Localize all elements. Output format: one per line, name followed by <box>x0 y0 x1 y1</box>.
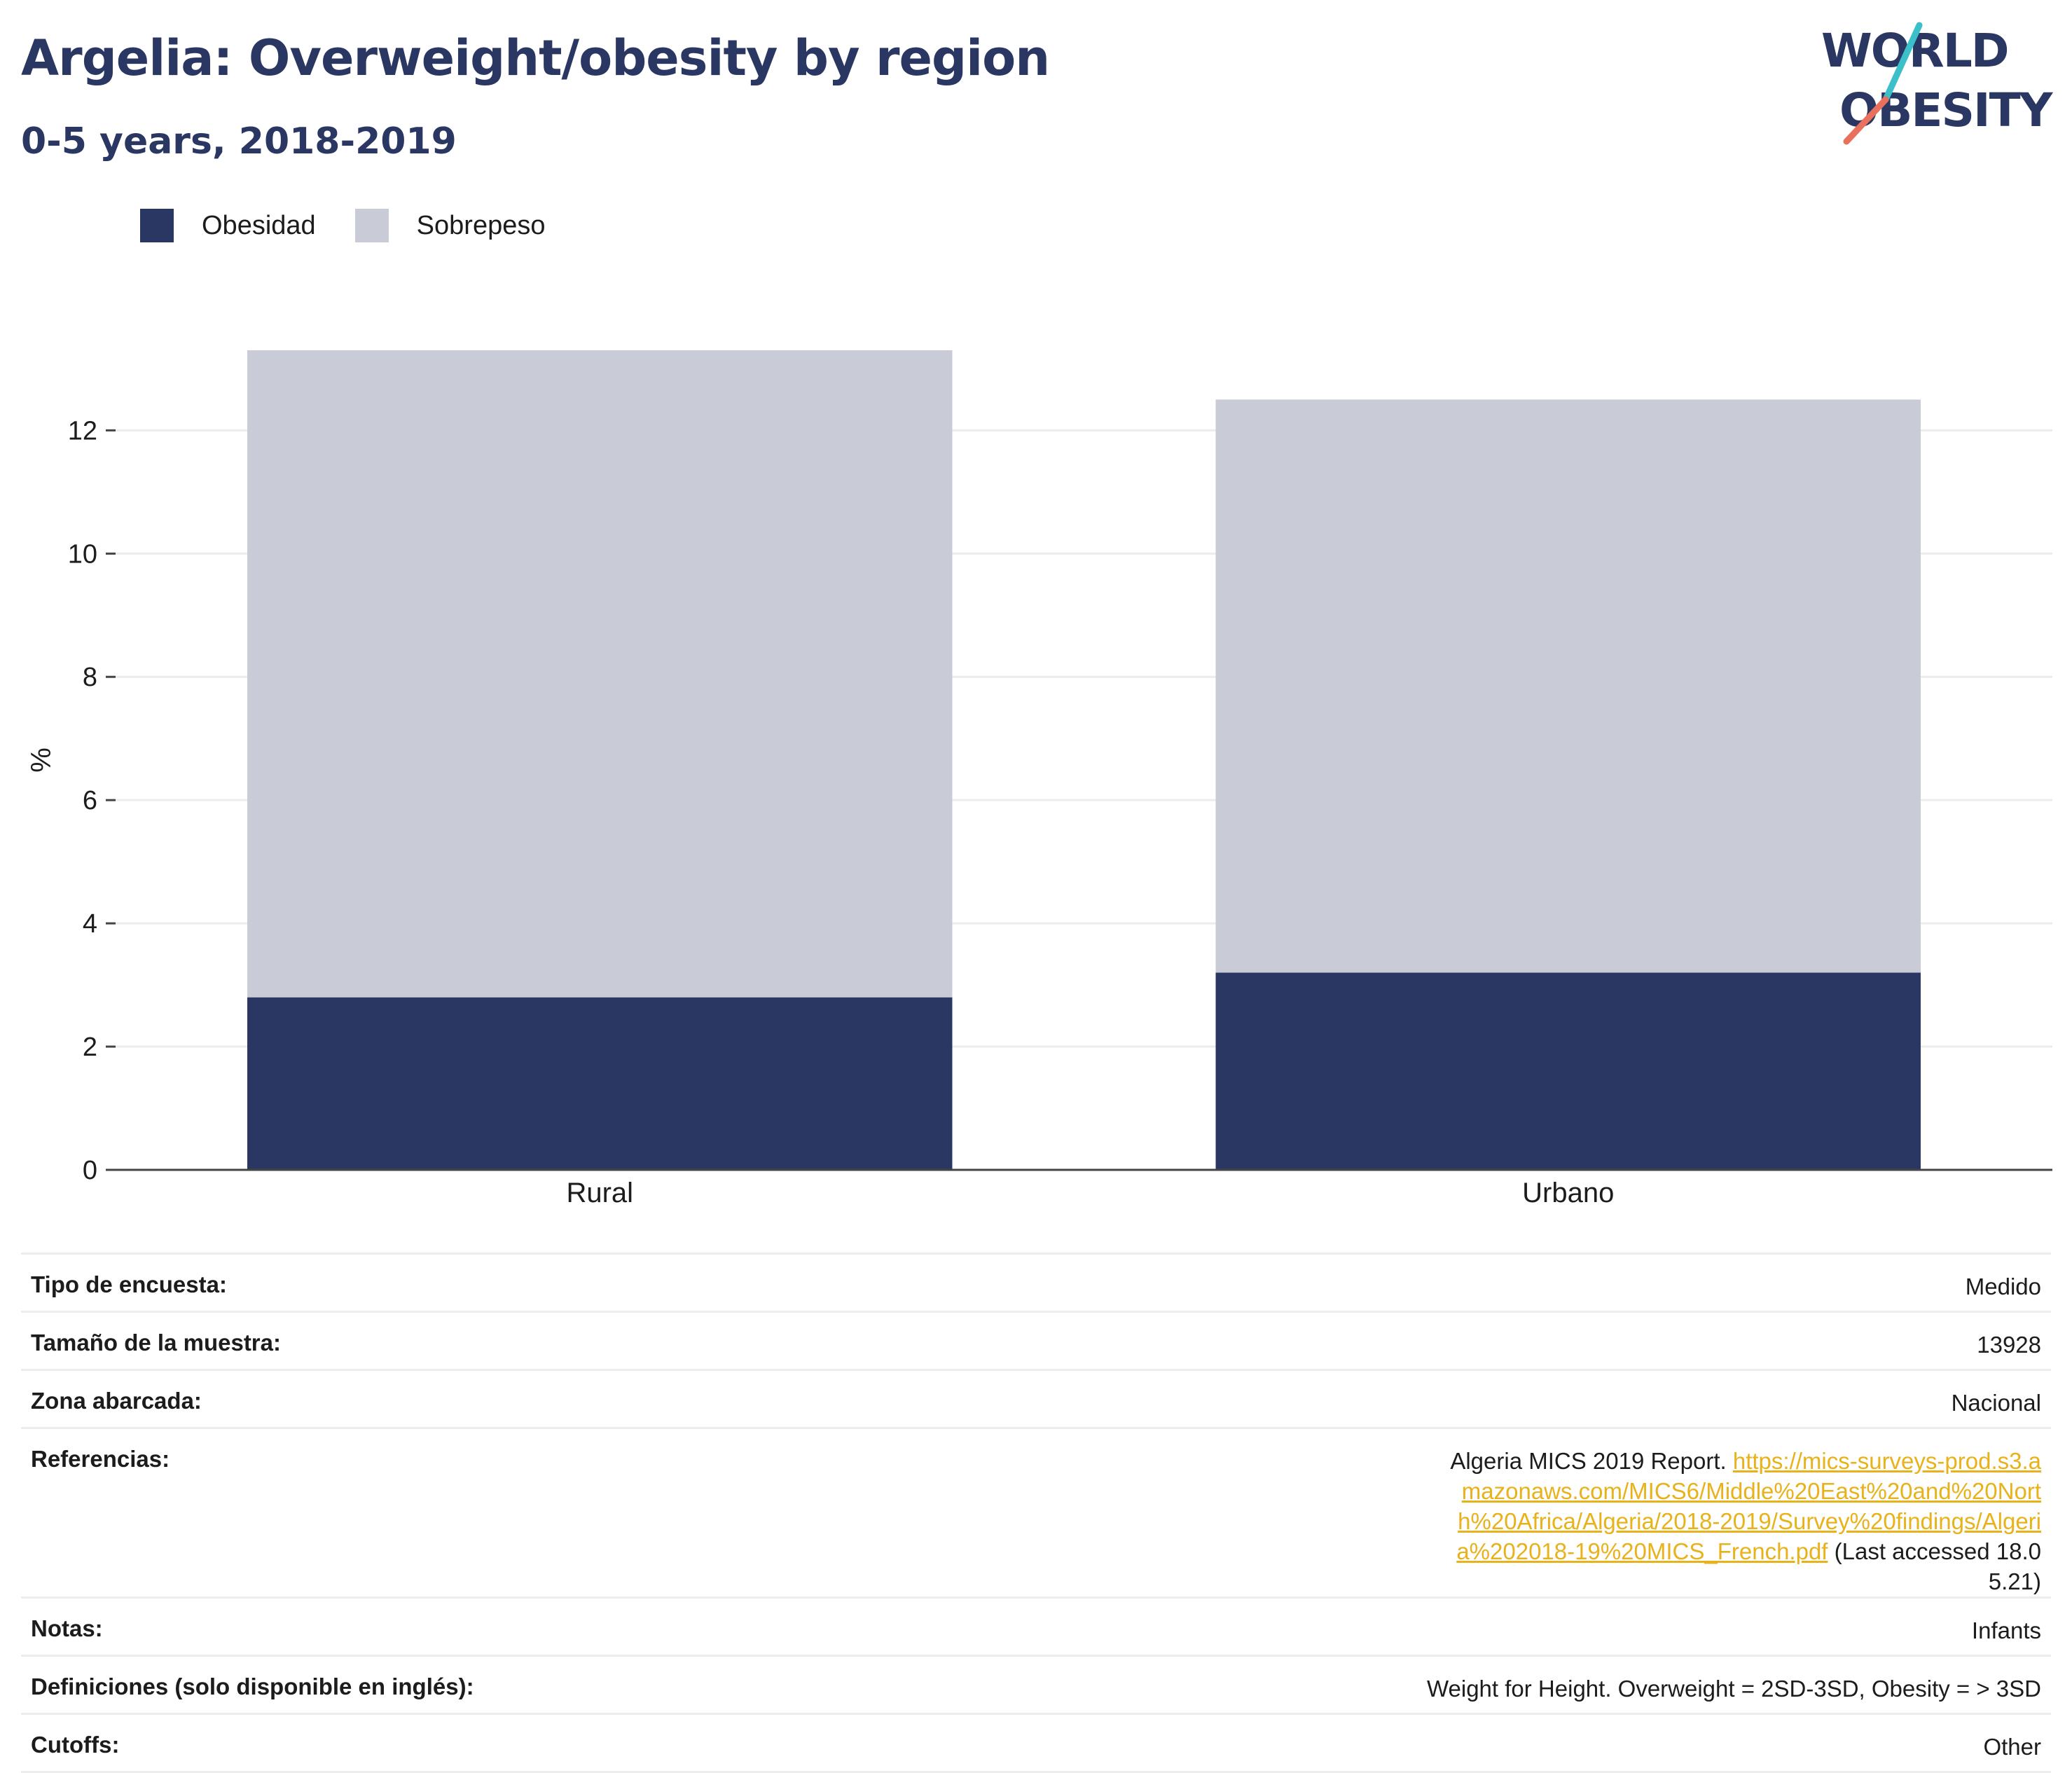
info-value: Other <box>483 1713 2051 1773</box>
page-subtitle: 0-5 years, 2018-2019 <box>21 120 457 163</box>
survey-info-table: Tipo de encuesta: Medido Tamaño de la mu… <box>21 1253 2051 1773</box>
y-axis-label: % <box>26 747 57 773</box>
reference-accessed: (Last accessed 18.05.21) <box>1828 1538 2041 1594</box>
info-value: Nacional <box>483 1369 2051 1428</box>
info-value: Medido <box>483 1253 2051 1312</box>
y-tick-label: 8 <box>83 663 97 692</box>
stacked-bar-chart: 0 2 4 6 8 10 12% Rural Urbano <box>26 350 2052 1208</box>
info-key: Definiciones (solo disponible en inglés)… <box>21 1655 484 1714</box>
y-tick-label: 2 <box>83 1033 97 1062</box>
bar-sobrepeso-urbano[interactable] <box>1215 399 1921 973</box>
info-value: Algeria MICS 2019 Report. https://mics-s… <box>483 1427 2051 1598</box>
y-tick-label: 12 <box>68 416 97 446</box>
info-row-cutoffs: Cutoffs: Other <box>21 1713 2051 1773</box>
bar-obesidad-rural[interactable] <box>247 997 953 1170</box>
y-tick-label: 4 <box>83 909 97 939</box>
info-key: Notas: <box>21 1596 484 1656</box>
info-row-sample-size: Tamaño de la muestra: 13928 <box>21 1311 2051 1370</box>
world-obesity-logo: WORLD OBESITY <box>1821 22 2055 145</box>
legend-label-sobrepeso: Sobrepeso <box>416 210 546 240</box>
info-row-notes: Notas: Infants <box>21 1596 2051 1656</box>
y-tick-label: 10 <box>68 539 97 569</box>
info-key: Zona abarcada: <box>21 1369 484 1428</box>
info-row-references: Referencias: Algeria MICS 2019 Report. h… <box>21 1427 2051 1598</box>
legend: Obesidad Sobrepeso <box>140 209 584 242</box>
info-row-definitions: Definiciones (solo disponible en inglés)… <box>21 1655 2051 1714</box>
bar-obesidad-urbano[interactable] <box>1215 972 1921 1170</box>
logo-slash-teal <box>1882 22 1923 103</box>
info-key: Tipo de encuesta: <box>21 1253 484 1312</box>
reference-text: Algeria MICS 2019 Report. <box>1450 1448 1733 1474</box>
bar-sobrepeso-rural[interactable] <box>247 350 953 998</box>
y-tick-label: 0 <box>83 1156 97 1185</box>
legend-swatch-obesidad <box>140 209 174 242</box>
info-row-survey-type: Tipo de encuesta: Medido <box>21 1253 2051 1312</box>
x-tick-label: Urbano <box>1522 1178 1614 1208</box>
page-title: Argelia: Overweight/obesity by region <box>21 29 1050 87</box>
x-tick-label: Rural <box>566 1178 633 1208</box>
reference-link[interactable]: https://mics-surveys-prod.s3.amazonaws.c… <box>1456 1448 2041 1564</box>
y-tick-label: 6 <box>83 786 97 815</box>
info-key: Cutoffs: <box>21 1713 484 1773</box>
info-key: Referencias: <box>21 1427 484 1598</box>
info-value: Weight for Height. Overweight = 2SD-3SD,… <box>483 1655 2051 1714</box>
info-value: Infants <box>483 1596 2051 1656</box>
info-row-coverage: Zona abarcada: Nacional <box>21 1369 2051 1428</box>
legend-item-sobrepeso[interactable]: Sobrepeso <box>354 209 546 242</box>
legend-swatch-sobrepeso <box>354 209 389 242</box>
info-key: Tamaño de la muestra: <box>21 1311 484 1370</box>
info-value: 13928 <box>483 1311 2051 1370</box>
legend-item-obesidad[interactable]: Obesidad <box>140 209 316 242</box>
legend-label-obesidad: Obesidad <box>202 210 316 240</box>
logo-slash-coral <box>1843 96 1889 145</box>
